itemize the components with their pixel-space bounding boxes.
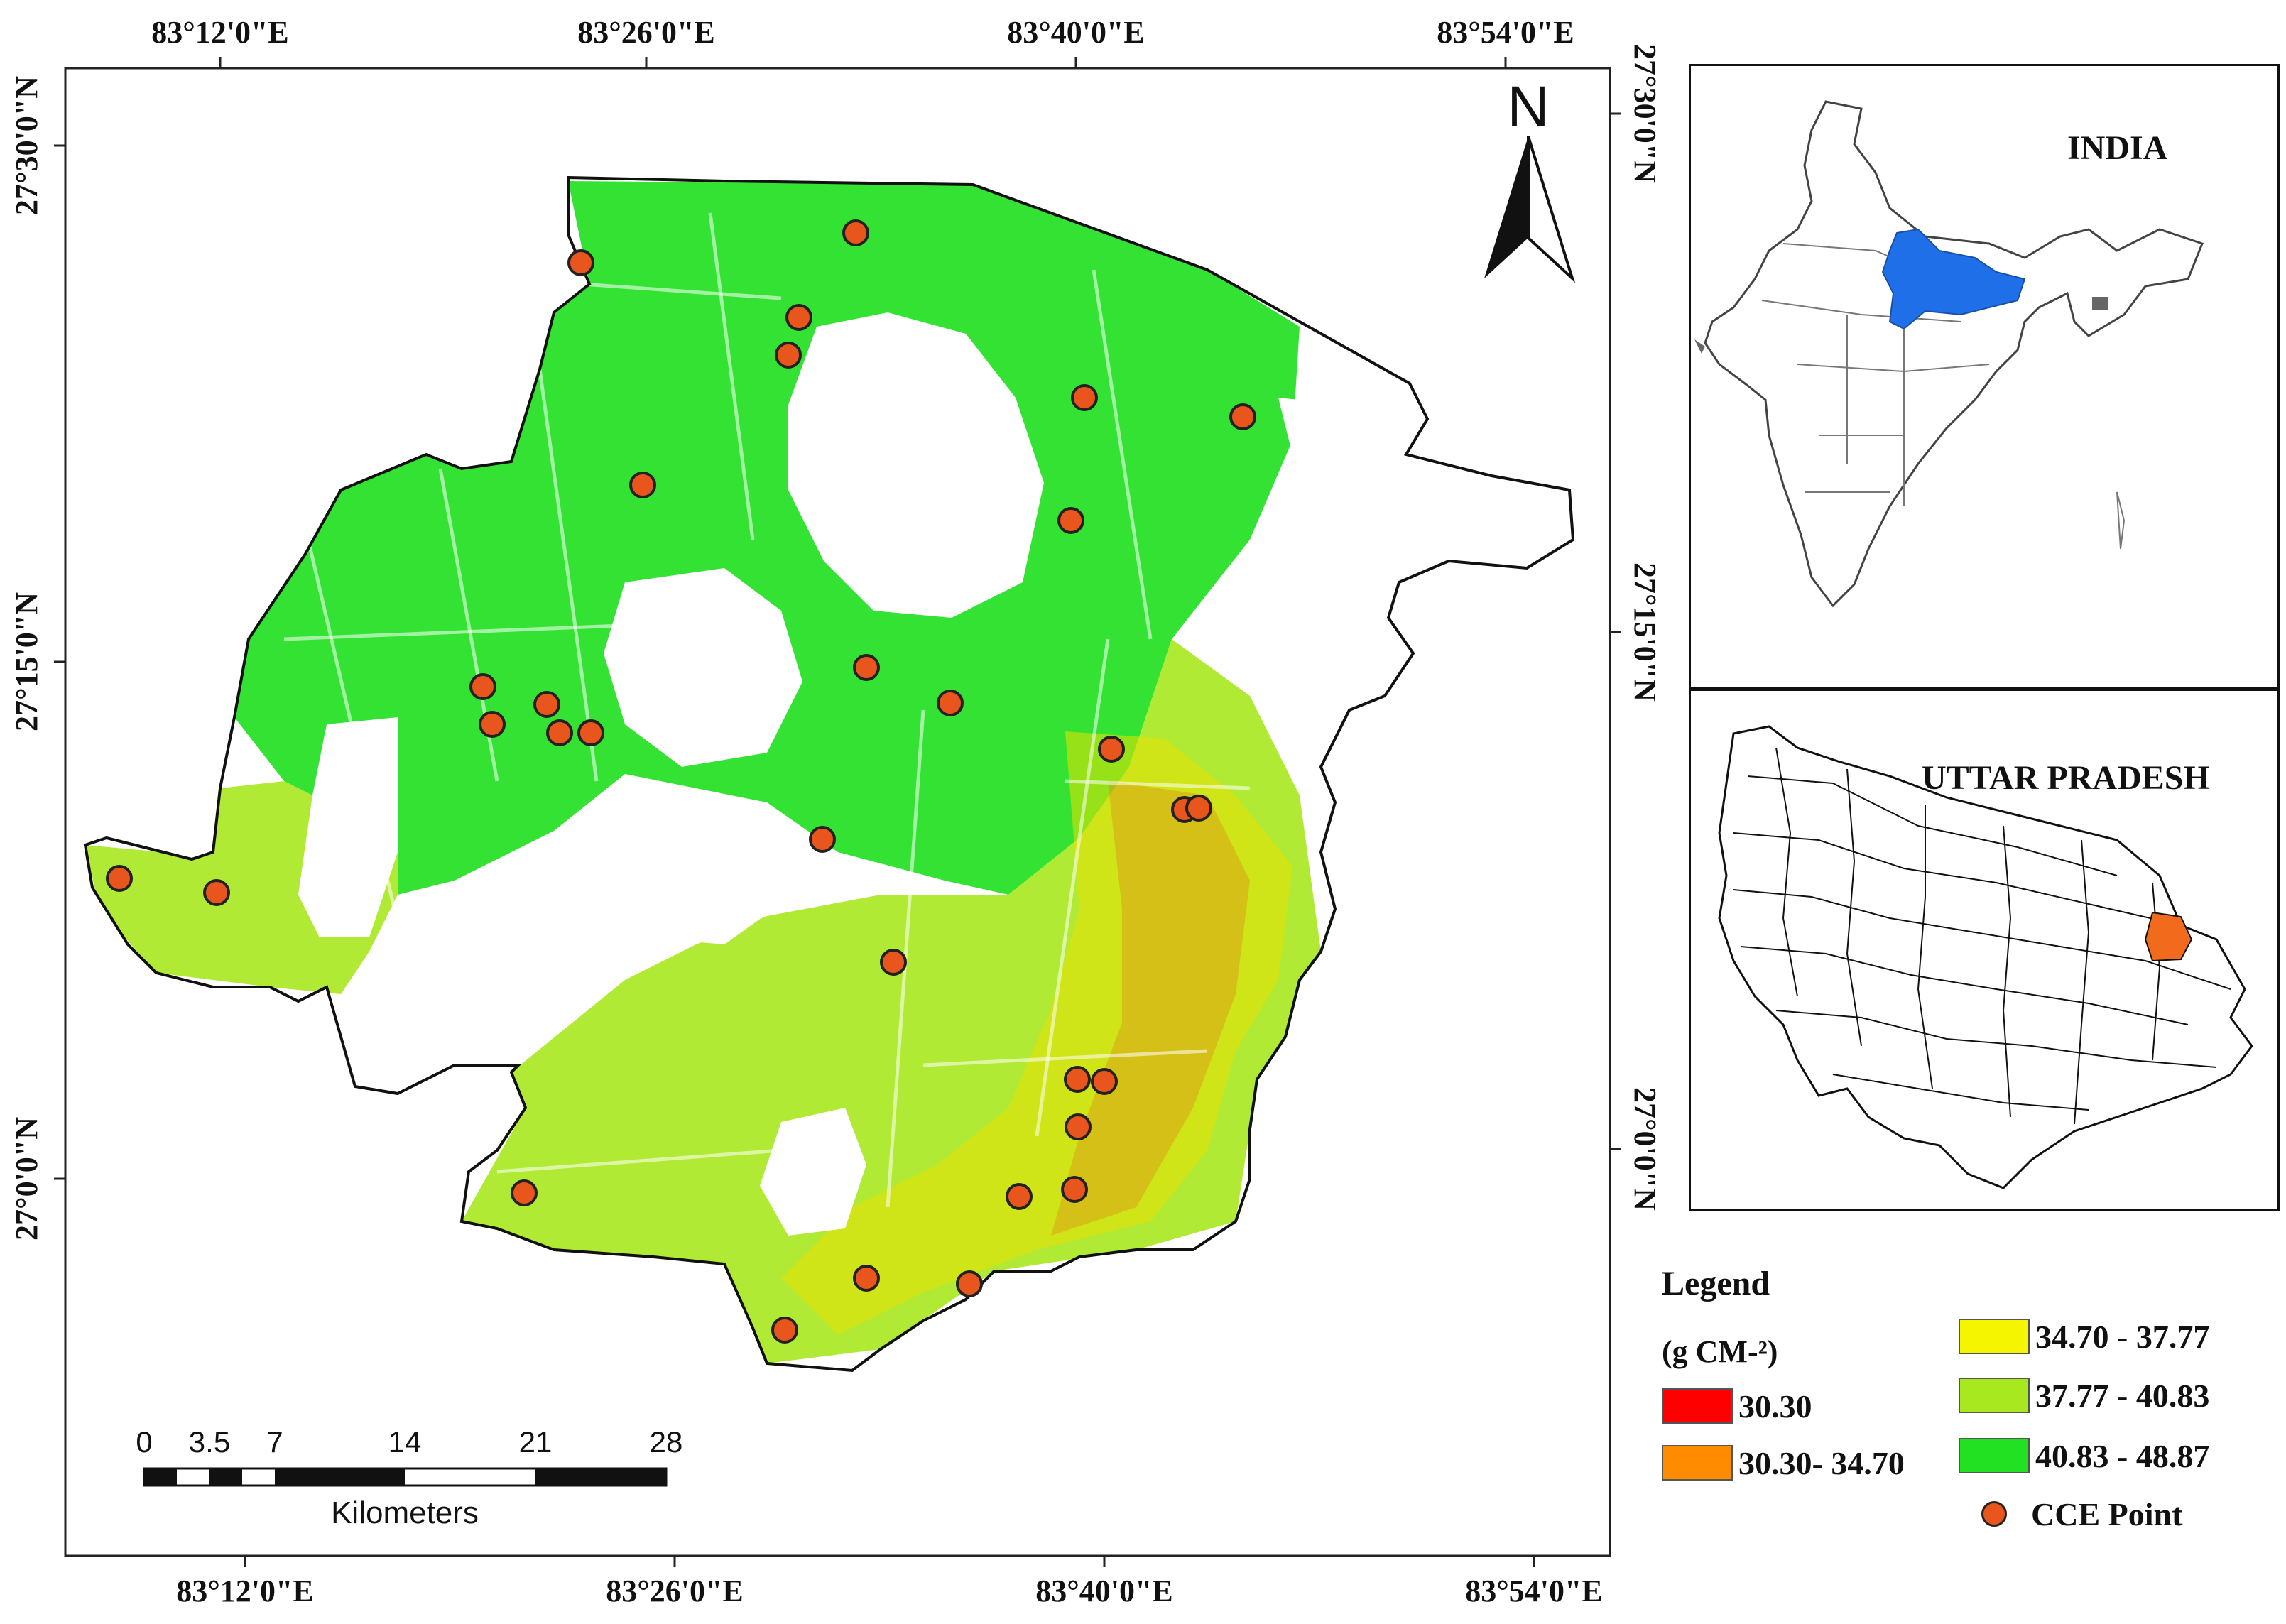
cce-point <box>775 342 802 369</box>
cce-point <box>842 219 869 246</box>
lat-label-left: 27°0'0"N <box>9 1117 44 1241</box>
cce-point <box>479 711 506 738</box>
cce-point <box>1065 1113 1092 1140</box>
cce-point <box>577 719 604 746</box>
lon-label-top: 83°12'0"E <box>151 15 289 50</box>
cce-point-symbol <box>1981 1501 2007 1527</box>
cce-point <box>629 472 656 498</box>
india-inset: INDIA <box>1689 64 2280 689</box>
cce-point <box>1006 1183 1033 1210</box>
cce-point <box>1098 736 1125 763</box>
legend-label-cce: CCE Point <box>2031 1495 2183 1532</box>
cce-point <box>546 719 573 746</box>
legend-swatch <box>1959 1319 2030 1354</box>
legend-title: Legend <box>1662 1265 1770 1302</box>
lat-label-right: 27°15'0"N <box>1628 562 1662 702</box>
scale-tick-3: 14 <box>388 1425 422 1459</box>
cce-point <box>469 673 496 700</box>
cce-point <box>533 691 560 718</box>
legend-item: 30.30- 34.70 <box>1662 1442 1905 1484</box>
up-inset: UTTAR PRADESH <box>1689 689 2280 1211</box>
legend-item: 30.30 <box>1662 1385 1812 1427</box>
uttar-pradesh-highlight <box>1881 228 2026 330</box>
class-34-70-37-77 <box>781 731 1292 1335</box>
cce-point <box>1064 1066 1091 1093</box>
cce-points <box>106 219 1256 1344</box>
scale-tick-2: 7 <box>266 1425 283 1459</box>
north-arrow: N <box>1484 75 1576 283</box>
study-district-highlight <box>2144 911 2193 962</box>
lon-label-bottom: 83°54'0"E <box>1465 1574 1603 1608</box>
cce-point <box>785 304 812 331</box>
lat-label-left: 27°15'0"N <box>9 592 44 731</box>
scale-tick-0: 0 <box>136 1425 152 1459</box>
scale-tick-4: 21 <box>519 1425 553 1459</box>
legend-label: 40.83 - 48.87 <box>2035 1437 2210 1474</box>
cce-point <box>1057 507 1084 534</box>
legend: Legend (g CM-²) 30.30 30.30- 34.70 34.70… <box>1662 1264 2280 1562</box>
scale-tick-1: 3.5 <box>189 1425 230 1459</box>
cce-point <box>1071 384 1098 411</box>
lon-label-top: 83°54'0"E <box>1437 15 1574 50</box>
north-label: N <box>1507 75 1549 139</box>
legend-label: 34.70 - 37.77 <box>2035 1318 2210 1355</box>
cce-point <box>809 826 836 853</box>
graticule-ticks <box>54 57 1621 1567</box>
up-inset-title: UTTAR PRADESH <box>1922 759 2210 797</box>
legend-item: 40.83 - 48.87 <box>1959 1434 2209 1477</box>
india-map <box>1694 100 2204 608</box>
cce-point <box>853 1265 880 1292</box>
up-map <box>1718 725 2253 1189</box>
cce-point <box>956 1270 983 1297</box>
cce-point <box>880 949 907 976</box>
cce-point <box>1185 795 1212 822</box>
cce-point <box>1229 403 1256 430</box>
cce-point <box>853 654 880 681</box>
cce-point <box>1061 1176 1088 1203</box>
legend-item: 37.77 - 40.83 <box>1959 1374 2209 1417</box>
legend-item: 34.70 - 37.77 <box>1959 1315 2209 1358</box>
lon-label-bottom: 83°26'0"E <box>606 1574 744 1608</box>
legend-unit: (g CM-²) <box>1662 1334 1778 1369</box>
study-area-boundary <box>83 175 1575 1373</box>
lon-label-top: 83°26'0"E <box>577 15 715 50</box>
lat-label-right: 27°30'0"N <box>1628 44 1662 183</box>
scale-unit: Kilometers <box>331 1495 479 1530</box>
cce-point <box>511 1179 538 1206</box>
legend-label: 37.77 - 40.83 <box>2035 1377 2210 1414</box>
cce-point <box>1091 1068 1118 1095</box>
legend-swatch <box>1662 1445 1733 1481</box>
cce-point <box>567 249 594 276</box>
lon-label-bottom: 83°40'0"E <box>1035 1574 1173 1608</box>
cce-point <box>203 879 230 906</box>
lon-label-bottom: 83°12'0"E <box>176 1574 314 1608</box>
cce-point <box>771 1317 798 1344</box>
india-inset-title: INDIA <box>2067 129 2168 167</box>
legend-label: 30.30- 34.70 <box>1738 1444 1905 1481</box>
cce-point <box>106 865 133 892</box>
cce-point <box>937 690 964 716</box>
lat-label-right: 27°0'0"N <box>1628 1087 1662 1211</box>
india-outline <box>1704 100 2204 608</box>
scale-tick-5: 28 <box>650 1425 683 1459</box>
legend-label: 30.30 <box>1738 1388 1812 1424</box>
legend-swatch <box>1959 1438 2030 1473</box>
lat-label-left: 27°30'0"N <box>9 76 44 215</box>
class-30-30-34-70 <box>1051 781 1250 1236</box>
legend-swatch <box>1959 1378 2030 1413</box>
scale-bar: 0 3.5 7 14 21 28 Kilometers <box>136 1425 682 1530</box>
lon-label-top: 83°40'0"E <box>1007 15 1145 50</box>
legend-swatch <box>1662 1388 1733 1424</box>
legend-item-cce: CCE Point <box>1959 1493 2182 1535</box>
